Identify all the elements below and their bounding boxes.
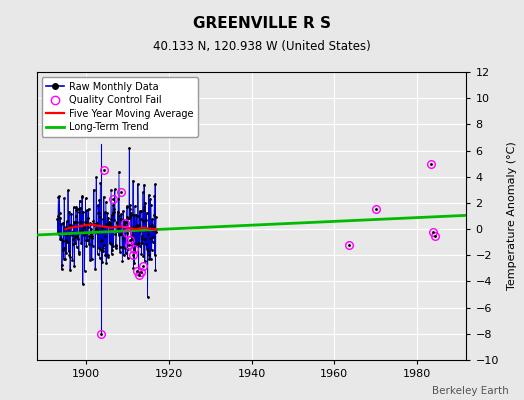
- Text: GREENVILLE R S: GREENVILLE R S: [193, 16, 331, 31]
- Y-axis label: Temperature Anomaly (°C): Temperature Anomaly (°C): [507, 142, 517, 290]
- Legend: Raw Monthly Data, Quality Control Fail, Five Year Moving Average, Long-Term Tren: Raw Monthly Data, Quality Control Fail, …: [41, 77, 198, 137]
- Text: Berkeley Earth: Berkeley Earth: [432, 386, 508, 396]
- Text: 40.133 N, 120.938 W (United States): 40.133 N, 120.938 W (United States): [153, 40, 371, 53]
